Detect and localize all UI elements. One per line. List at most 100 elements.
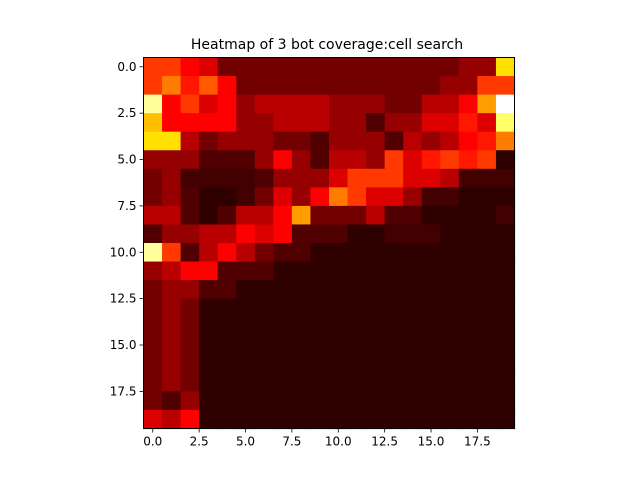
heatmap-cell <box>217 354 237 374</box>
heatmap-cell <box>291 76 312 96</box>
heatmap-cell <box>440 409 460 430</box>
heatmap-cell <box>477 372 497 392</box>
heatmap-cell <box>384 280 404 300</box>
heatmap-cell <box>291 335 312 355</box>
heatmap-cell <box>403 94 423 114</box>
heatmap-cell <box>199 131 219 151</box>
y-tick-label: 5.0 <box>117 153 136 167</box>
heatmap-cell <box>199 298 219 318</box>
heatmap-cell <box>421 168 441 188</box>
heatmap-cell <box>366 261 386 281</box>
heatmap-cell <box>458 131 478 151</box>
heatmap-cell <box>366 298 386 318</box>
heatmap-cell <box>329 317 349 337</box>
heatmap-cell <box>347 280 367 300</box>
heatmap-cell <box>403 57 423 77</box>
heatmap-cell <box>495 131 516 151</box>
heatmap-cell <box>143 391 163 411</box>
y-tick-label: 2.5 <box>117 106 136 120</box>
heatmap-cell <box>384 298 404 318</box>
heatmap-cell <box>291 317 312 337</box>
heatmap-cell <box>199 187 219 207</box>
heatmap-cell <box>217 113 237 133</box>
heatmap-cell <box>273 57 293 77</box>
heatmap-cell <box>291 168 312 188</box>
x-tick-label: 5.0 <box>236 435 255 449</box>
heatmap-cell <box>143 409 163 430</box>
heatmap-cell <box>217 205 237 226</box>
heatmap-cell <box>347 187 367 207</box>
heatmap-cell <box>273 372 293 392</box>
heatmap-cells <box>143 57 516 430</box>
x-tick-label: 0.0 <box>143 435 162 449</box>
heatmap-cell <box>143 150 163 170</box>
heatmap-cell <box>458 94 478 114</box>
heatmap-cell <box>180 409 200 430</box>
heatmap-cell <box>310 317 330 337</box>
heatmap-cell <box>291 94 312 114</box>
heatmap-cell <box>254 131 274 151</box>
heatmap-cell <box>329 372 349 392</box>
heatmap-cell <box>458 391 478 411</box>
heatmap-cell <box>254 409 274 430</box>
heatmap-cell <box>440 205 460 226</box>
heatmap-cell <box>180 131 200 151</box>
heatmap-cell <box>495 76 516 96</box>
heatmap-cell <box>347 298 367 318</box>
heatmap-cell <box>217 168 237 188</box>
heatmap-cell <box>366 409 386 430</box>
heatmap-cell <box>495 187 516 207</box>
y-tick-label: 0.0 <box>117 60 136 74</box>
heatmap-cell <box>291 391 312 411</box>
heatmap-cell <box>366 205 386 226</box>
heatmap-cell <box>236 150 256 170</box>
heatmap-cell <box>495 224 516 244</box>
heatmap-cell <box>477 76 497 96</box>
heatmap-cell <box>162 224 182 244</box>
heatmap-cell <box>291 409 312 430</box>
heatmap-cell <box>384 150 404 170</box>
heatmap-cell <box>310 261 330 281</box>
heatmap-cell <box>403 187 423 207</box>
chart-title: Heatmap of 3 bot coverage:cell search <box>191 37 463 53</box>
heatmap-cell <box>291 261 312 281</box>
heatmap-cell <box>403 298 423 318</box>
heatmap-cell <box>273 168 293 188</box>
heatmap-cell <box>384 57 404 77</box>
heatmap-cell <box>495 354 516 374</box>
heatmap-cell <box>403 243 423 263</box>
heatmap-cell <box>347 317 367 337</box>
heatmap-cell <box>403 261 423 281</box>
heatmap-cell <box>162 57 182 77</box>
heatmap-cell <box>199 113 219 133</box>
heatmap-cell <box>180 205 200 226</box>
heatmap-cell <box>329 57 349 77</box>
heatmap-cell <box>199 205 219 226</box>
heatmap-cell <box>329 131 349 151</box>
heatmap-cell <box>199 409 219 430</box>
heatmap-cell <box>236 187 256 207</box>
heatmap-cell <box>421 243 441 263</box>
heatmap-cell <box>162 409 182 430</box>
heatmap-cell <box>440 76 460 96</box>
heatmap-cell <box>217 317 237 337</box>
heatmap-cell <box>236 372 256 392</box>
heatmap-cell <box>347 57 367 77</box>
heatmap-cell <box>143 131 163 151</box>
heatmap-cell <box>347 150 367 170</box>
heatmap-cell <box>495 298 516 318</box>
heatmap-cell <box>310 280 330 300</box>
heatmap-cell <box>310 391 330 411</box>
heatmap-cell <box>291 205 312 226</box>
heatmap-cell <box>329 261 349 281</box>
heatmap-cell <box>458 317 478 337</box>
heatmap-cell <box>495 280 516 300</box>
heatmap-cell <box>310 113 330 133</box>
heatmap-cell <box>217 224 237 244</box>
heatmap-cell <box>143 243 163 263</box>
heatmap-cell <box>273 298 293 318</box>
heatmap-cell <box>366 243 386 263</box>
heatmap-cell <box>384 205 404 226</box>
heatmap-cell <box>403 317 423 337</box>
heatmap-cell <box>162 150 182 170</box>
